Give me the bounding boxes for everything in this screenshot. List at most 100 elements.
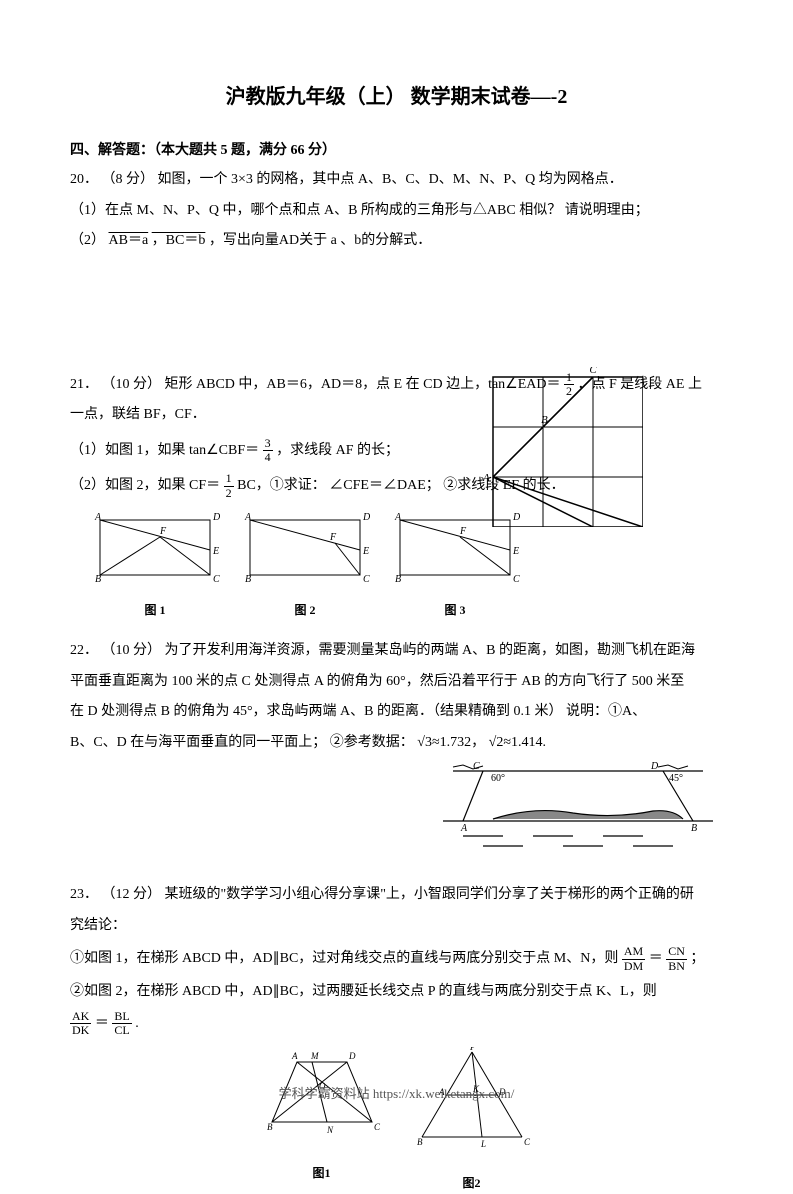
- svg-text:A: A: [394, 512, 402, 523]
- frac-den: 2: [564, 385, 574, 398]
- q23-fig2: P A K D B L C 图2: [407, 1047, 537, 1194]
- svg-text:B: B: [417, 1137, 423, 1147]
- q20-vec-bc: ，BC＝b: [152, 233, 206, 248]
- question-22: 22． （10 分） 为了开发利用海洋资源，需要测量某岛屿的两端 A、B 的距离…: [70, 638, 723, 866]
- q21-stem-b: ．点 F 是线段 AE 上: [578, 377, 702, 392]
- q23-line1: 23． （12 分） 某班级的"数学学习小组心得分享课"上，小智跟同学们分享了关…: [70, 882, 723, 909]
- q21-stem: 21． （10 分） 矩形 ABCD 中，AB＝6，AD＝8，点 E 在 CD …: [70, 371, 723, 399]
- q23-fig2-label: 图2: [407, 1172, 537, 1194]
- q21-number: 21．: [70, 377, 98, 392]
- svg-text:B: B: [245, 574, 251, 585]
- q22-stem-d: B、C、D 在与海平面垂直的同一平面上； ②参考数据：: [70, 735, 414, 750]
- q21-frac2: 3 4: [263, 437, 273, 464]
- q22-stem-b: 平面垂直距离为 100 米的点 C 处测得点 A 的俯角为 60°，然后沿着平行…: [70, 669, 723, 696]
- q20-stem: 20． （8 分） 如图，一个 3×3 的网格，其中点 A、B、C、D、M、N、…: [70, 167, 723, 194]
- q22-number: 22．: [70, 643, 98, 658]
- q20-stem-text: 如图，一个 3×3 的网格，其中点 A、B、C、D、M、N、P、Q 均为网格点．: [158, 172, 623, 187]
- q23-eq1: ＝: [649, 951, 663, 966]
- svg-text:E: E: [362, 546, 369, 557]
- q21-part2-b: BC，①求证： ∠CFE＝∠DAE； ②求线段 EF 的长．: [237, 478, 564, 493]
- q23-eq2: ＝: [95, 1015, 109, 1030]
- footer-text: 学科学霸资料站 https://xk.weiketangx.com/: [0, 1083, 793, 1102]
- q23-part2: ②如图 2，在梯形 ABCD 中，AD∥BC，过两腰延长线交点 P 的直线与两底…: [70, 979, 723, 1006]
- q23-part2-frac: AK DK ＝ BL CL .: [70, 1010, 723, 1038]
- frac-num: 3: [263, 437, 273, 451]
- question-21: 21． （10 分） 矩形 ABCD 中，AB＝6，AD＝8，点 E 在 CD …: [70, 371, 723, 622]
- q20-vec-ab: AB＝a: [109, 233, 149, 248]
- section-header: 四、解答题：（本大题共 5 题，满分 66 分）: [70, 139, 723, 159]
- svg-text:45°: 45°: [669, 773, 683, 784]
- svg-text:E: E: [212, 546, 219, 557]
- q21-points: （10 分）: [102, 377, 162, 392]
- frac-den: 2: [224, 487, 234, 500]
- svg-text:F: F: [329, 532, 337, 543]
- svg-text:L: L: [480, 1139, 486, 1149]
- q23-frac-cn-bn: CN BN: [666, 945, 687, 972]
- q22-points: （10 分）: [102, 643, 162, 658]
- q21-stem-a: 矩形 ABCD 中，AB＝6，AD＝8，点 E 在 CD 边上，tan∠EAD＝: [165, 377, 561, 392]
- frac-den: 4: [263, 451, 273, 464]
- q23-part1-end: ；: [690, 951, 704, 966]
- q23-number: 23．: [70, 887, 98, 902]
- q23-part2-a: ②如图 2，在梯形 ABCD 中，AD∥BC，过两腰延长线交点 P 的直线与两底…: [70, 984, 657, 999]
- svg-text:F: F: [459, 526, 467, 537]
- q23-stem-a: 某班级的"数学学习小组心得分享课"上，小智跟同学们分享了关于梯形的两个正确的研: [165, 887, 694, 902]
- q23-part1: ①如图 1，在梯形 ABCD 中，AD∥BC，过对角线交点的直线与两底分别交于点…: [70, 945, 723, 973]
- q21-frac1: 1 2: [564, 371, 574, 398]
- frac-num: 1: [224, 472, 234, 486]
- svg-text:D: D: [212, 512, 220, 523]
- fig3-label: 图 3: [390, 599, 520, 622]
- q20-number: 20．: [70, 172, 98, 187]
- q20-part1: （1）在点 M、N、P、Q 中，哪个点和点 A、B 所构成的三角形与△ABC 相…: [70, 198, 723, 225]
- q23-part2-end: .: [135, 1015, 139, 1030]
- svg-text:D: D: [362, 512, 370, 523]
- q22-sqrt2: √2≈1.414.: [489, 735, 546, 750]
- q21-frac3: 1 2: [224, 472, 234, 499]
- exam-title: 沪教版九年级（上） 数学期末试卷—-2: [70, 80, 723, 109]
- svg-text:C: C: [513, 574, 520, 585]
- q20-part2-suffix: ，写出向量AD关于 a 、b的分解式．: [209, 233, 431, 248]
- svg-text:60°: 60°: [491, 773, 505, 784]
- q23-frac-bl-cl: BL CL: [112, 1010, 131, 1037]
- q23-part1-a: ①如图 1，在梯形 ABCD 中，AD∥BC，过对角线交点的直线与两底分别交于点…: [70, 951, 618, 966]
- q21-fig3: A D F E B C 图 3: [390, 510, 520, 622]
- svg-text:D: D: [348, 1051, 356, 1061]
- q22-stem-a: 为了开发利用海洋资源，需要测量某岛屿的两端 A、B 的距离，如图，勘测飞机在距海: [165, 643, 695, 658]
- frac-den: DM: [622, 960, 645, 973]
- frac-num: 1: [564, 371, 574, 385]
- svg-text:C: C: [473, 761, 480, 772]
- svg-text:C: C: [524, 1137, 531, 1147]
- q21-part2: （2）如图 2，如果 CF＝ 1 2 BC，①求证： ∠CFE＝∠DAE； ②求…: [70, 472, 723, 500]
- frac-den: CL: [112, 1024, 131, 1037]
- q22-stem-c: 在 D 处测得点 B 的俯角为 45°，求岛屿两端 A、B 的距离．（结果精确到…: [70, 699, 723, 726]
- svg-text:D: D: [512, 512, 520, 523]
- frac-num: AK: [70, 1010, 91, 1024]
- svg-text:C: C: [213, 574, 220, 585]
- svg-text:A: A: [244, 512, 252, 523]
- q21-fig1: A D F E B C 图 1: [90, 510, 220, 622]
- svg-text:D: D: [650, 761, 659, 772]
- q21-figures: A D F E B C 图 1 A D F E B C: [90, 510, 723, 622]
- question-23: 23． （12 分） 某班级的"数学学习小组心得分享课"上，小智跟同学们分享了关…: [70, 882, 723, 1194]
- q23-stem-b: 究结论：: [70, 913, 723, 940]
- q23-points: （12 分）: [102, 887, 162, 902]
- frac-num: CN: [666, 945, 687, 959]
- q21-part2-a: （2）如图 2，如果 CF＝: [70, 478, 220, 493]
- q21-stem-c: 一点，联结 BF，CF．: [70, 402, 723, 429]
- q22-sqrt3: √3≈1.732，: [417, 735, 485, 750]
- q22-diagram: C 60° D 45° A B: [70, 751, 723, 867]
- frac-num: BL: [112, 1010, 131, 1024]
- svg-text:A: A: [460, 823, 468, 834]
- svg-text:A: A: [291, 1051, 298, 1061]
- svg-text:E: E: [512, 546, 519, 557]
- svg-text:B: B: [95, 574, 101, 585]
- question-20: 20． （8 分） 如图，一个 3×3 的网格，其中点 A、B、C、D、M、N、…: [70, 167, 723, 255]
- q23-frac-ak-dk: AK DK: [70, 1010, 91, 1037]
- frac-den: DK: [70, 1024, 91, 1037]
- q21-part1-a: （1）如图 1，如果 tan∠CBF＝: [70, 443, 259, 458]
- fig1-label: 图 1: [90, 599, 220, 622]
- svg-text:A: A: [94, 512, 102, 523]
- frac-num: AM: [622, 945, 645, 959]
- svg-text:B: B: [691, 823, 697, 834]
- q23-figures: A M D O B N C 图1 P A K: [70, 1047, 723, 1194]
